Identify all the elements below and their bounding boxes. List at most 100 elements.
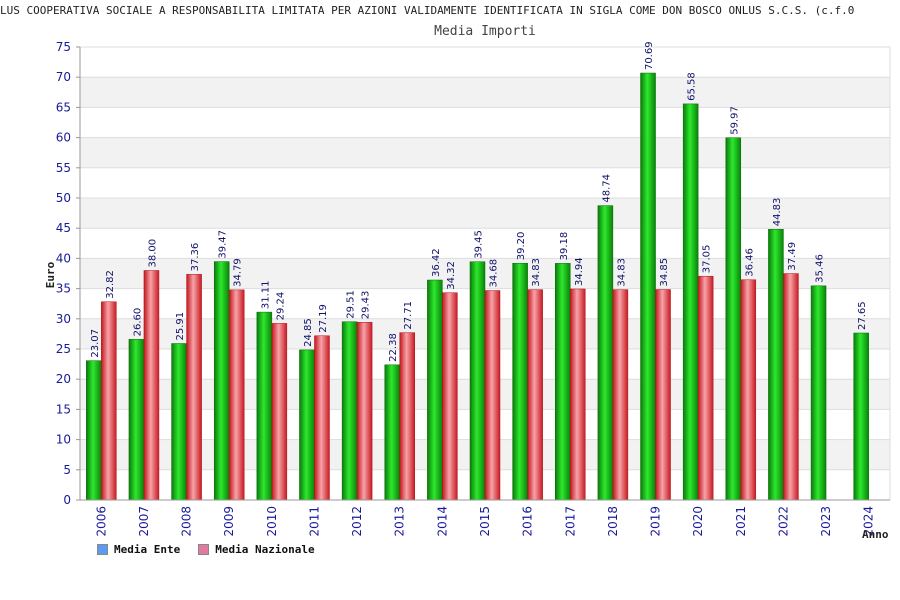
x-axis-label: Anno — [862, 528, 889, 541]
chart-subtitle: Media Importi — [434, 24, 536, 39]
bar-media-nazionale — [228, 289, 245, 501]
data-label-nazionale: 34.94 — [574, 257, 585, 286]
y-tick-label: 25 — [56, 342, 71, 356]
x-tick-label: 2021 — [734, 506, 748, 537]
bar-media-nazionale — [655, 289, 671, 501]
bar-media-nazionale — [612, 289, 629, 501]
x-tick-label: 2014 — [435, 506, 449, 537]
data-label-nazionale: 29.24 — [275, 292, 286, 321]
bar-media-nazionale — [570, 288, 586, 501]
bar-media-nazionale — [783, 273, 799, 501]
data-label-nazionale: 36.46 — [744, 248, 755, 277]
data-label-ente: 23.07 — [90, 329, 101, 358]
y-tick-label: 5 — [63, 463, 71, 477]
bar-media-nazionale — [740, 279, 757, 501]
x-tick-label: 2010 — [265, 506, 279, 537]
x-tick-label: 2013 — [393, 506, 407, 537]
y-tick-label: 70 — [56, 70, 71, 84]
bar-media-nazionale — [697, 275, 714, 501]
y-axis-label: Euro — [44, 261, 57, 288]
data-label-ente: 70.69 — [644, 41, 655, 70]
y-tick-label: 20 — [56, 372, 71, 386]
bar-media-nazionale — [101, 301, 117, 501]
x-tick-label: 2016 — [521, 506, 535, 537]
legend-swatch-nazionale — [198, 544, 210, 555]
legend-label-nazionale: Media Nazionale — [215, 543, 315, 556]
grid-band — [80, 137, 890, 168]
data-label-ente: 24.85 — [303, 318, 314, 347]
y-tick-label: 45 — [56, 221, 71, 235]
legend-label-ente: Media Ente — [114, 543, 181, 556]
x-tick-label: 2024 — [862, 506, 876, 537]
bar-media-ente — [555, 263, 571, 501]
x-tick-label: 2012 — [350, 506, 364, 537]
grid-band — [80, 77, 890, 108]
x-tick-label: 2022 — [776, 506, 790, 537]
bar-media-nazionale — [356, 321, 373, 501]
bar-media-nazionale — [442, 292, 458, 501]
chart-header-title: LUS COOPERATIVA SOCIALE A RESPONSABILITA… — [0, 4, 855, 17]
x-tick-label: 2008 — [180, 506, 194, 537]
data-labels: 23.07 32.82 26.60 38.00 25.91 37.36 39.47 34.79… — [90, 41, 868, 361]
y-tick-labels: 0 5 10 15 20 25 30 35 40 45 50 55 60 65 70 75 — [56, 40, 71, 507]
y-tick-label: 55 — [56, 161, 71, 175]
data-label-nazionale: 27.71 — [403, 301, 414, 330]
y-tick-label: 50 — [56, 191, 71, 205]
data-label-ente: 39.45 — [474, 230, 485, 259]
bar-media-ente — [725, 137, 742, 501]
bar-media-nazionale — [484, 290, 501, 501]
bars — [86, 72, 869, 501]
data-label-ente: 35.46 — [815, 254, 826, 283]
data-label-nazionale: 37.49 — [787, 242, 798, 271]
data-label-ente: 26.60 — [132, 308, 143, 337]
data-label-nazionale: 27.19 — [318, 304, 329, 333]
bar-media-ente — [853, 332, 869, 501]
data-label-nazionale: 29.43 — [361, 291, 372, 320]
data-label-nazionale: 37.05 — [702, 245, 713, 274]
bar-media-ente — [810, 285, 827, 501]
y-tick-label: 30 — [56, 312, 71, 326]
data-label-ente: 59.97 — [729, 106, 740, 135]
x-tick-label: 2018 — [606, 506, 620, 537]
y-tick-label: 0 — [63, 493, 71, 507]
legend-item-ente: Media Ente — [97, 543, 180, 556]
data-label-nazionale: 34.32 — [446, 261, 457, 290]
data-label-nazionale: 34.79 — [233, 258, 244, 287]
data-label-nazionale: 34.83 — [531, 258, 542, 287]
bar-media-ente — [384, 364, 400, 501]
bar-media-ente — [171, 343, 187, 501]
x-tick-labels: 2006 2007 2008 2009 2010 2011 2012 2013 2014 2015… — [94, 506, 875, 537]
bar-media-nazionale — [271, 323, 288, 501]
bar-media-ente — [427, 279, 443, 501]
data-label-ente: 39.18 — [559, 232, 570, 261]
x-tick-label: 2015 — [478, 506, 492, 537]
bar-media-nazionale — [399, 332, 415, 501]
bar-media-nazionale — [143, 270, 160, 501]
y-tick-label: 60 — [56, 131, 71, 145]
data-label-ente: 39.47 — [218, 230, 229, 259]
y-tick-label: 35 — [56, 282, 71, 296]
y-tick-label: 65 — [56, 100, 71, 114]
y-tick-label: 15 — [56, 402, 71, 416]
bar-media-ente — [341, 321, 358, 501]
x-tick-label: 2020 — [691, 506, 705, 537]
data-label-ente: 27.65 — [857, 301, 868, 330]
data-label-nazionale: 34.68 — [489, 259, 500, 288]
data-label-ente: 36.42 — [431, 248, 442, 277]
bar-media-ente — [256, 311, 273, 501]
bar-media-ente — [128, 339, 145, 501]
legend-swatch-ente — [97, 544, 108, 555]
x-tick-label: 2011 — [307, 506, 321, 537]
y-tick-label: 75 — [56, 40, 71, 54]
x-tick-label: 2017 — [563, 506, 577, 537]
data-label-ente: 25.91 — [175, 312, 186, 341]
bar-media-ente — [597, 205, 614, 501]
data-label-nazionale: 34.83 — [616, 258, 627, 287]
data-label-ente: 29.51 — [346, 290, 357, 319]
legend: Media Ente Media Nazionale — [97, 543, 315, 556]
data-label-ente: 31.11 — [260, 280, 271, 309]
bar-media-ente — [299, 349, 315, 501]
x-tick-label: 2019 — [649, 506, 663, 537]
data-label-ente: 48.74 — [601, 174, 612, 203]
